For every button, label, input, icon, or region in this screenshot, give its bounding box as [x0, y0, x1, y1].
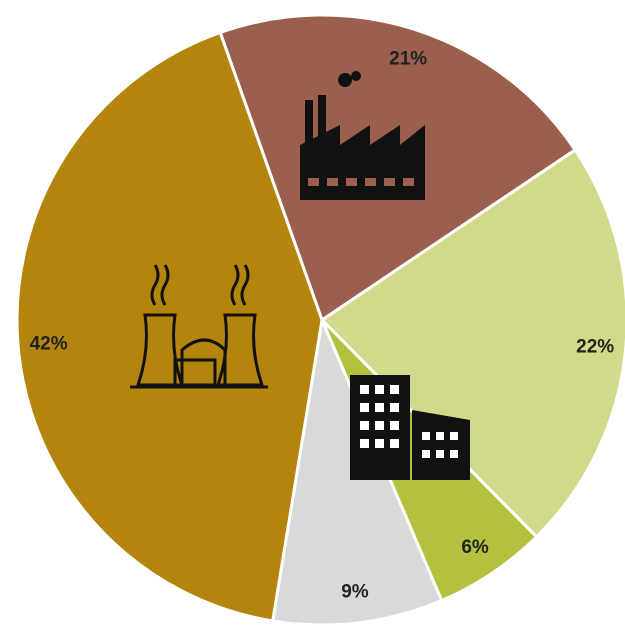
power-plant-icon: [130, 264, 268, 389]
data-label: 21%: [389, 48, 427, 69]
labels: 21% 22% 6% 9% 42%: [30, 48, 615, 602]
factory-icon: [300, 71, 425, 200]
data-label: 22%: [576, 336, 614, 357]
icons: [130, 71, 470, 480]
pie-slice: [319, 147, 625, 539]
buildings-icon: [350, 375, 470, 480]
data-label: 9%: [341, 582, 369, 603]
data-label: 42%: [30, 333, 68, 354]
pie-slice: [15, 30, 324, 623]
data-label: 6%: [461, 537, 489, 558]
